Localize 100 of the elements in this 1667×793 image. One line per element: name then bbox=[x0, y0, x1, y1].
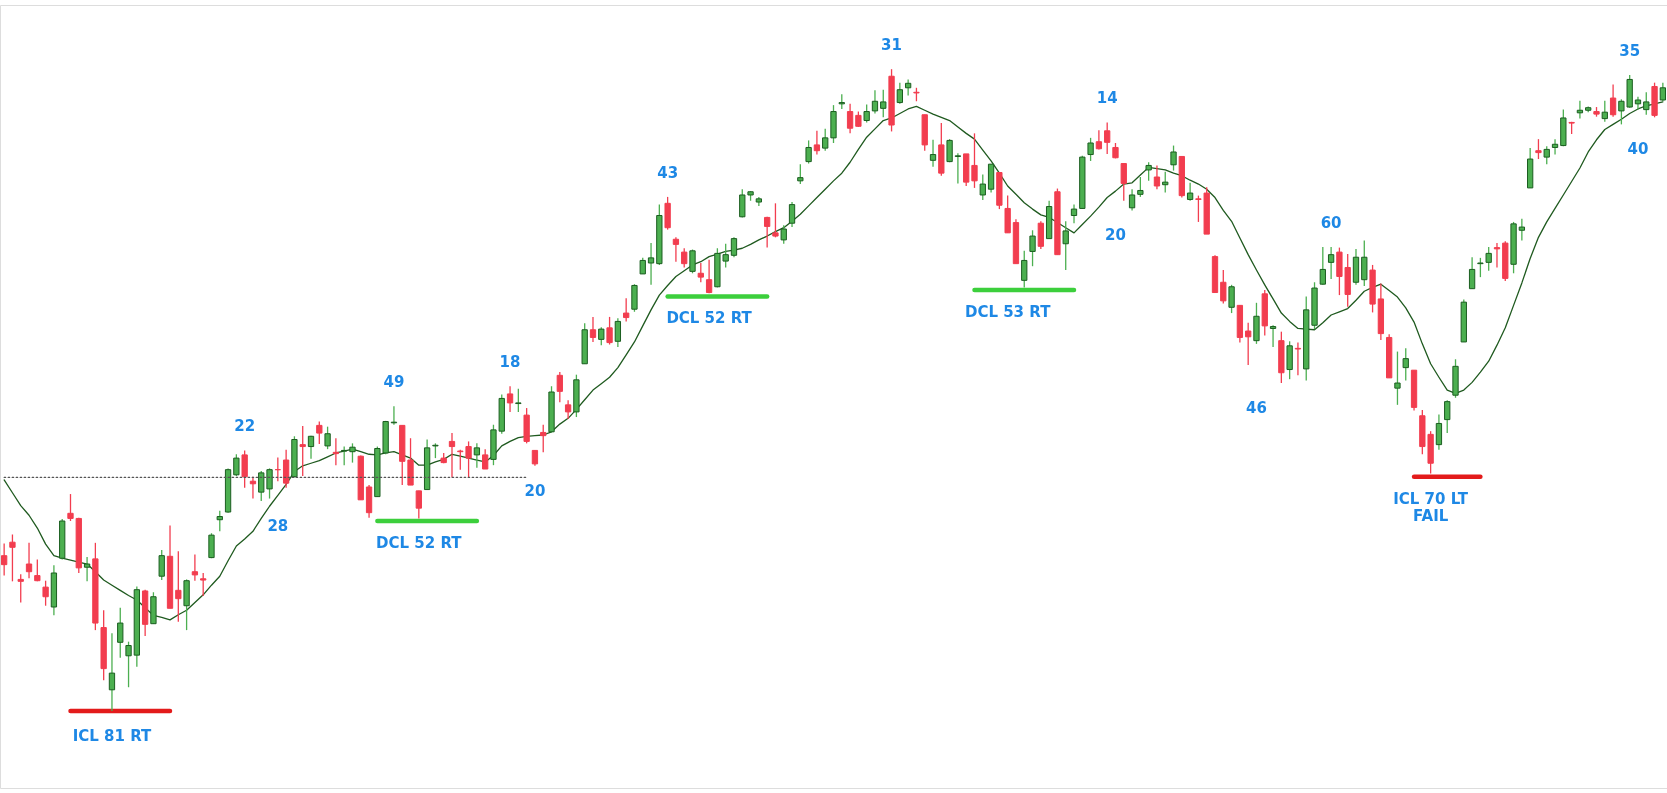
candlestick bbox=[299, 425, 306, 477]
candlestick bbox=[1444, 399, 1451, 434]
text: 22 bbox=[234, 417, 256, 436]
candlestick bbox=[448, 432, 456, 479]
candlestick bbox=[623, 297, 630, 323]
text: 40 bbox=[1627, 140, 1649, 159]
candlestick bbox=[83, 556, 91, 582]
candlestick bbox=[1402, 347, 1409, 382]
candlestick bbox=[772, 202, 779, 238]
candlestick bbox=[1551, 138, 1559, 156]
candlestick bbox=[1104, 121, 1111, 155]
candlestick bbox=[191, 553, 199, 582]
candlestick bbox=[175, 550, 182, 623]
text: 28 bbox=[267, 517, 289, 536]
text: 60 bbox=[1320, 213, 1342, 232]
text: 43 bbox=[657, 163, 679, 182]
text: 35 bbox=[1619, 41, 1641, 60]
candlestick bbox=[473, 442, 481, 469]
candlestick bbox=[1286, 340, 1293, 380]
text: ICL 70 LT FAIL bbox=[1393, 489, 1469, 525]
candlestick bbox=[415, 490, 422, 520]
candlestick bbox=[117, 607, 124, 659]
candlestick bbox=[880, 89, 887, 118]
candlestick bbox=[1294, 341, 1302, 376]
candlestick bbox=[515, 388, 522, 413]
candlestick bbox=[846, 103, 854, 135]
candlestick bbox=[200, 572, 207, 597]
candlestick bbox=[564, 399, 572, 420]
candlestick bbox=[697, 262, 704, 283]
candlestick bbox=[125, 641, 132, 688]
candlestick bbox=[25, 542, 33, 579]
candlestick bbox=[1220, 269, 1227, 305]
candlestick bbox=[1493, 242, 1501, 269]
candlestick bbox=[1228, 284, 1235, 314]
candlestick bbox=[1394, 350, 1401, 406]
candlestick bbox=[208, 532, 215, 559]
candlestick bbox=[1087, 137, 1094, 162]
candlestick bbox=[556, 371, 563, 403]
candlestick bbox=[341, 445, 348, 466]
candlestick bbox=[540, 424, 547, 453]
candlestick bbox=[42, 580, 49, 607]
text: 49 bbox=[383, 373, 405, 392]
text: DCL 53 RT bbox=[964, 303, 1051, 322]
candlestick bbox=[1327, 246, 1335, 280]
text: 46 bbox=[1246, 399, 1267, 418]
text: 14 bbox=[1096, 89, 1118, 108]
candlestick bbox=[1319, 246, 1326, 286]
candlestick bbox=[606, 316, 613, 346]
candlestick bbox=[216, 510, 223, 532]
candlestick bbox=[1153, 164, 1161, 190]
candlestick bbox=[1601, 99, 1608, 123]
candlestick bbox=[929, 139, 937, 168]
text: DCL 52 RT bbox=[666, 309, 752, 328]
candlestick bbox=[506, 385, 514, 413]
candlestick bbox=[17, 573, 24, 604]
candlestick bbox=[1170, 144, 1177, 172]
text: 20 bbox=[524, 481, 546, 500]
candlestick bbox=[672, 236, 680, 263]
candlestick bbox=[349, 442, 356, 464]
candlestick bbox=[233, 453, 240, 477]
candlestick bbox=[764, 216, 771, 249]
candlestick bbox=[1062, 220, 1069, 271]
candlestick bbox=[805, 139, 812, 165]
candlestick bbox=[316, 420, 323, 445]
text: DCL 52 RT bbox=[376, 534, 462, 553]
candlestick bbox=[954, 152, 962, 185]
candlestick bbox=[788, 201, 796, 228]
candlestick bbox=[631, 283, 638, 313]
candlestick bbox=[1128, 188, 1136, 212]
candlestick bbox=[108, 632, 116, 712]
candlestick bbox=[730, 236, 738, 258]
candlestick bbox=[871, 89, 879, 115]
candlestick bbox=[1518, 218, 1526, 242]
candlestick bbox=[1162, 171, 1169, 194]
candlestick bbox=[324, 426, 331, 450]
candlestick bbox=[1145, 161, 1152, 182]
candlestick bbox=[1029, 229, 1036, 267]
candlestick bbox=[482, 448, 489, 470]
candlestick bbox=[282, 449, 290, 489]
candlestick bbox=[1269, 324, 1277, 348]
candlestick bbox=[332, 437, 340, 466]
candlestick bbox=[1037, 220, 1044, 250]
candlestick bbox=[1609, 83, 1617, 118]
candlestick bbox=[1535, 138, 1542, 160]
text: 20 bbox=[1105, 226, 1126, 245]
candlestick bbox=[797, 163, 804, 185]
candlestick bbox=[9, 533, 16, 582]
candlestick bbox=[979, 173, 986, 201]
text: 31 bbox=[881, 36, 902, 55]
candlestick bbox=[158, 549, 165, 581]
text: 18 bbox=[499, 353, 521, 372]
candlestick bbox=[1021, 250, 1028, 289]
candlestick bbox=[780, 224, 787, 245]
candlestick bbox=[589, 316, 597, 343]
candlestick bbox=[1120, 162, 1127, 202]
candlestick bbox=[896, 82, 903, 105]
text: ICL 81 RT bbox=[72, 726, 152, 745]
candlestick bbox=[0, 542, 8, 577]
candlestick bbox=[1070, 203, 1078, 224]
candlestick bbox=[647, 242, 655, 286]
